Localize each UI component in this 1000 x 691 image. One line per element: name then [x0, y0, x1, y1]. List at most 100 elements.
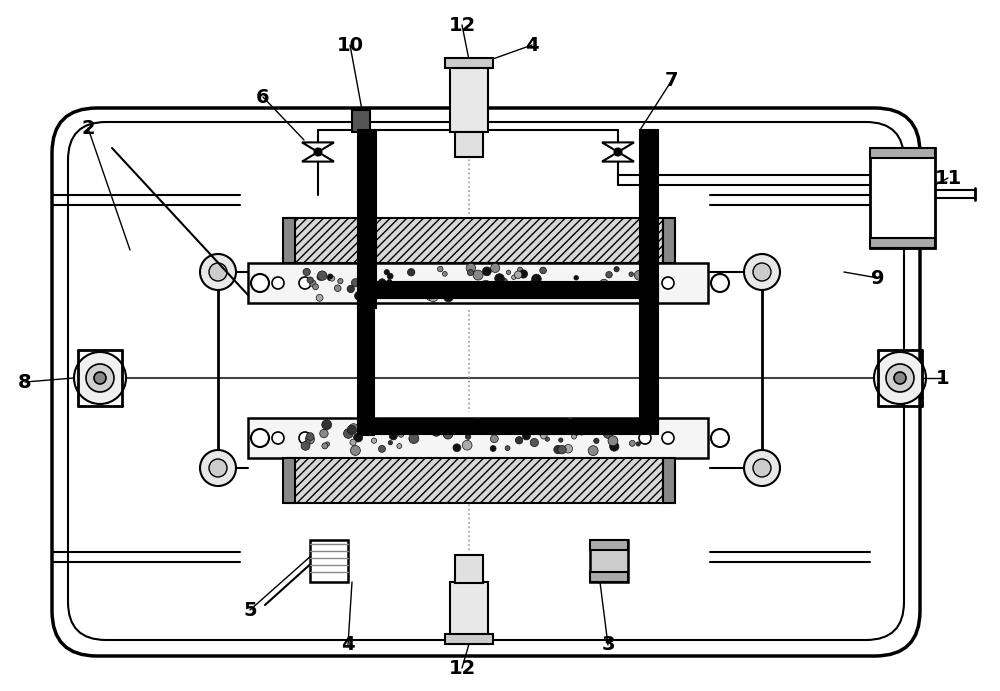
Circle shape [200, 450, 236, 486]
Circle shape [387, 273, 393, 279]
Circle shape [481, 281, 491, 290]
Circle shape [423, 422, 431, 428]
Circle shape [609, 436, 617, 445]
Circle shape [442, 272, 447, 276]
Circle shape [518, 267, 523, 272]
Circle shape [523, 283, 528, 287]
Circle shape [608, 436, 618, 446]
Circle shape [398, 432, 404, 437]
Circle shape [386, 280, 392, 285]
Circle shape [639, 432, 651, 444]
Circle shape [512, 275, 516, 279]
Circle shape [490, 287, 497, 294]
Bar [288, 218, 663, 263]
Circle shape [620, 420, 625, 426]
Circle shape [490, 435, 498, 443]
Circle shape [515, 437, 523, 444]
Text: 11: 11 [934, 169, 962, 187]
Bar [590, 572, 628, 582]
Circle shape [409, 433, 419, 444]
Circle shape [629, 440, 635, 446]
Circle shape [529, 287, 534, 292]
Circle shape [426, 292, 435, 301]
Polygon shape [602, 152, 634, 162]
Circle shape [347, 285, 354, 292]
Circle shape [429, 292, 438, 302]
Bar [640, 130, 658, 430]
Circle shape [200, 254, 236, 290]
Polygon shape [602, 142, 634, 152]
Circle shape [530, 438, 538, 446]
Circle shape [429, 425, 435, 430]
Circle shape [349, 424, 358, 433]
Bar [445, 634, 493, 644]
Circle shape [611, 423, 618, 430]
Bar [450, 582, 488, 644]
Text: 4: 4 [341, 636, 355, 654]
Circle shape [350, 439, 356, 446]
Circle shape [567, 418, 573, 424]
Text: 4: 4 [525, 35, 539, 55]
Circle shape [272, 277, 284, 289]
Circle shape [380, 419, 387, 426]
Circle shape [251, 429, 269, 447]
Circle shape [316, 294, 323, 301]
Bar [455, 555, 483, 583]
Circle shape [539, 431, 544, 436]
Circle shape [591, 281, 599, 290]
Circle shape [420, 422, 426, 429]
Circle shape [532, 274, 541, 284]
Circle shape [513, 283, 520, 290]
Circle shape [627, 290, 633, 296]
Circle shape [310, 280, 316, 287]
Circle shape [329, 276, 335, 281]
Bar [358, 300, 374, 435]
Circle shape [369, 419, 376, 427]
Bar [283, 458, 295, 503]
Circle shape [495, 274, 504, 283]
Circle shape [430, 294, 437, 301]
Bar [590, 540, 628, 582]
Circle shape [540, 267, 546, 274]
Circle shape [473, 270, 483, 280]
Circle shape [501, 286, 505, 290]
Circle shape [522, 432, 530, 440]
Circle shape [384, 269, 389, 275]
Circle shape [662, 432, 674, 444]
Circle shape [355, 292, 363, 301]
Circle shape [305, 435, 314, 444]
Circle shape [327, 276, 332, 281]
Circle shape [272, 432, 284, 444]
Circle shape [636, 424, 642, 430]
Circle shape [617, 281, 624, 287]
Circle shape [467, 269, 474, 276]
Circle shape [320, 429, 328, 437]
Circle shape [530, 280, 536, 287]
Bar [870, 148, 935, 158]
Circle shape [574, 276, 578, 280]
Circle shape [351, 278, 360, 287]
Circle shape [600, 279, 608, 288]
Circle shape [417, 285, 427, 294]
Circle shape [571, 426, 580, 435]
Text: 3: 3 [601, 636, 615, 654]
Circle shape [438, 266, 443, 272]
Circle shape [301, 442, 310, 451]
Circle shape [545, 437, 549, 442]
Circle shape [475, 418, 480, 424]
Circle shape [588, 446, 598, 455]
Circle shape [413, 428, 421, 435]
Circle shape [558, 446, 566, 454]
Circle shape [209, 263, 227, 281]
Circle shape [874, 352, 926, 404]
Text: 5: 5 [243, 600, 257, 620]
Circle shape [86, 364, 114, 392]
Circle shape [545, 282, 554, 292]
Circle shape [462, 440, 472, 450]
Circle shape [251, 274, 269, 292]
Circle shape [489, 292, 495, 297]
Circle shape [594, 438, 599, 444]
Circle shape [711, 274, 729, 292]
Circle shape [519, 269, 528, 278]
Circle shape [579, 430, 584, 435]
